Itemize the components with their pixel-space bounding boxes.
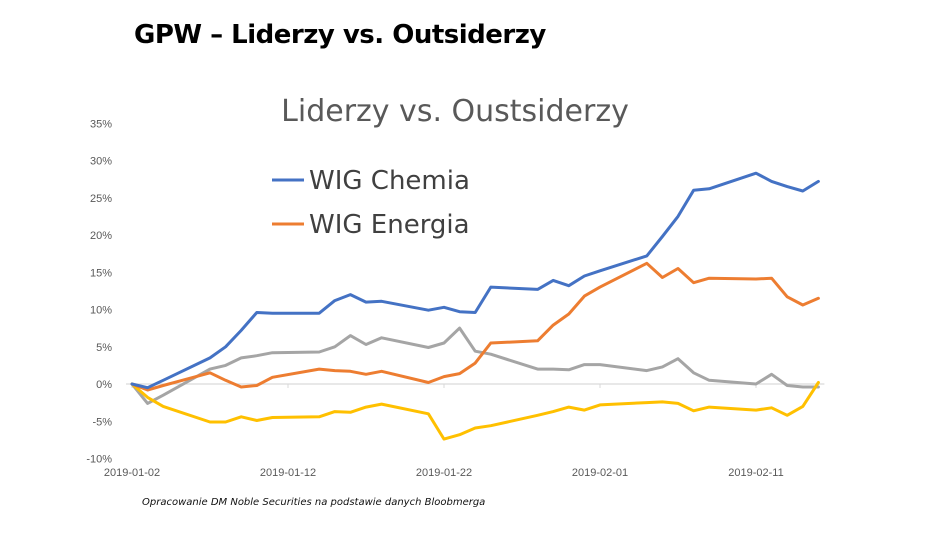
series-line-wig-energia [130,261,820,392]
series-line-unlabeled-2 [130,326,820,405]
y-tick-label: -10% [86,454,112,466]
slide-title: GPW – Liderzy vs. Outsiderzy [134,20,546,50]
x-tick-label: 2019-01-02 [104,467,160,479]
source-note: Opracowanie DM Noble Securities na podst… [142,497,486,508]
y-tick-label: 30% [90,156,112,168]
x-tick-label: 2019-01-12 [260,467,316,479]
y-tick-label: -5% [92,416,112,428]
y-tick-label: 5% [96,342,112,354]
y-axis: 35% 30% 25% 20% 15% 10% 5% 0% -5% -10% [86,118,112,465]
y-tick-label: 20% [90,230,112,242]
y-tick-label: 35% [90,118,112,130]
x-tick-label: 2019-02-01 [572,467,628,479]
y-tick-label: 25% [90,193,112,205]
y-tick-label: 0% [96,379,112,391]
legend-label: WIG Energia [309,210,470,240]
chart-title: Liderzy vs. Oustsiderzy [281,94,629,129]
series-layer [130,171,820,441]
x-tick-label: 2019-01-22 [416,467,472,479]
legend: WIG Chemia WIG Energia [272,166,470,240]
y-tick-label: 15% [90,267,112,279]
series-line-unlabeled-3 [130,381,820,441]
x-tick-label: 2019-02-11 [728,467,783,479]
y-tick-label: 10% [90,305,112,317]
series-line-wig-chemia [130,171,820,390]
legend-label: WIG Chemia [309,166,470,196]
x-axis: 2019-01-02 2019-01-12 2019-01-22 2019-02-01… [104,383,825,479]
